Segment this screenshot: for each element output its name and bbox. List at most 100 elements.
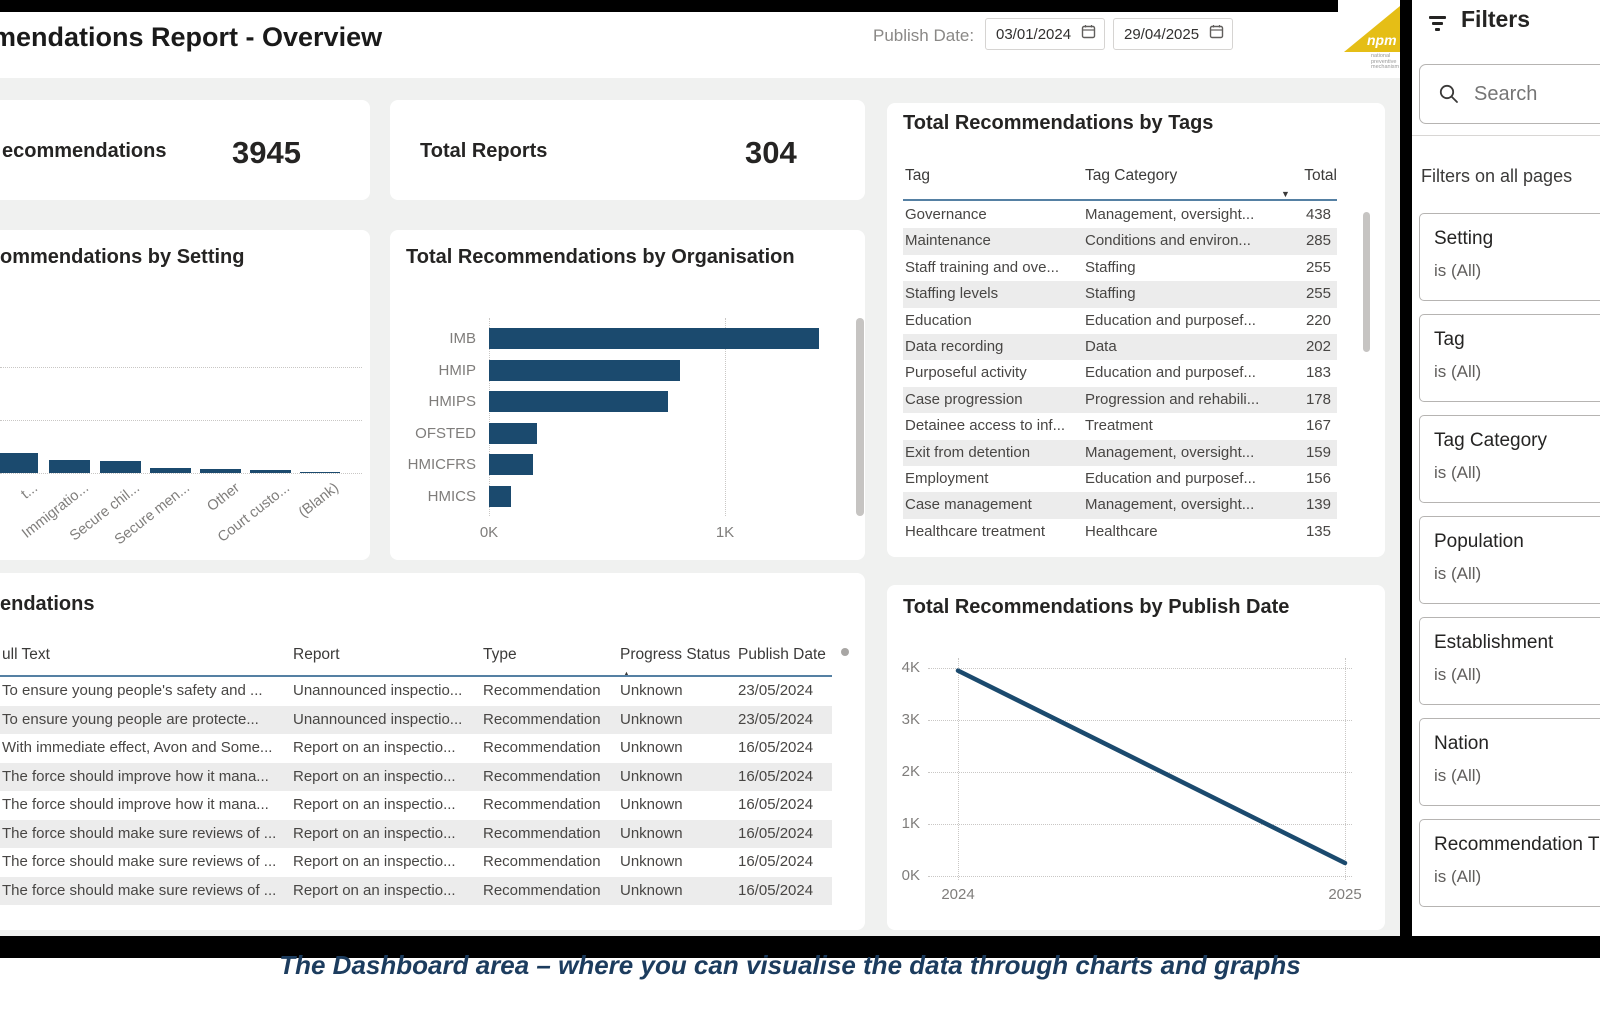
tags-table-row[interactable]: Case progression Progression and rehabili…	[903, 386, 1337, 414]
calendar-icon[interactable]	[1081, 24, 1096, 44]
recommendation-row[interactable]: The force should make sure reviews of ..…	[0, 848, 832, 877]
total-cell: 159	[1305, 443, 1331, 461]
tag-cell: Healthcare treatment	[905, 522, 1046, 540]
fulltext-cell: The force should make sure reviews of ..…	[2, 824, 277, 842]
calendar-icon[interactable]	[1209, 24, 1224, 44]
recommendations-table-title: endations	[0, 593, 95, 615]
tags-table-row[interactable]: Employment Education and purposef... 156	[903, 466, 1337, 492]
type-cell: Recommendation	[483, 881, 601, 899]
kpi-recommendations-label: ecommendations	[2, 140, 167, 162]
tag-category-cell: Conditions and environ...	[1085, 232, 1251, 250]
tag-category-cell: Progression and rehabili...	[1085, 390, 1260, 408]
filters-search-box[interactable]	[1419, 64, 1600, 124]
filter-card-tag[interactable]: Tag is (All)	[1419, 314, 1600, 402]
tag-category-cell: Treatment	[1085, 417, 1153, 435]
recommendation-row[interactable]: The force should make sure reviews of ..…	[0, 876, 832, 905]
tags-table-row[interactable]: Detainee access to inf... Treatment 167	[903, 413, 1337, 439]
recs-header-divider	[0, 675, 832, 677]
search-icon	[1438, 83, 1460, 105]
recs-col-report[interactable]: Report	[293, 646, 340, 663]
recommendation-row[interactable]: To ensure young people's safety and ... U…	[0, 677, 832, 706]
date-to-input[interactable]: 29/04/2025	[1113, 18, 1233, 50]
npm-logo-text: npm	[1367, 32, 1397, 48]
type-cell: Recommendation	[483, 796, 601, 813]
tags-table-row[interactable]: Governance Management, oversight... 438	[903, 202, 1337, 228]
tags-table-scrollbar[interactable]	[1363, 212, 1370, 352]
tags-table-row[interactable]: Staffing levels Staffing 255	[903, 281, 1337, 308]
recs-col-type[interactable]: Type	[483, 646, 517, 663]
setting-bar[interactable]	[250, 470, 291, 473]
recommendation-row[interactable]: With immediate effect, Avon and Some... R…	[0, 734, 832, 763]
total-cell: 285	[1305, 232, 1331, 250]
filter-card-recommendation-t[interactable]: Recommendation T is (All)	[1419, 819, 1600, 907]
org-chart-scrollbar[interactable]	[856, 318, 864, 516]
filter-name: Population	[1434, 531, 1524, 552]
setting-bar[interactable]	[300, 471, 340, 473]
line-chart-ytick: 3K	[901, 711, 920, 728]
setting-axis-baseline	[0, 473, 362, 474]
total-cell: 183	[1305, 364, 1331, 382]
tags-table-row[interactable]: Education Education and purposef... 220	[903, 308, 1337, 334]
recs-col-publishdate[interactable]: Publish Date	[738, 646, 826, 663]
total-cell: 202	[1305, 338, 1331, 355]
org-bar[interactable]	[489, 359, 681, 381]
tag-cell: Data recording	[905, 338, 1004, 355]
org-bar[interactable]	[489, 328, 820, 349]
org-bar[interactable]	[489, 422, 538, 444]
tags-table-row[interactable]: Staff training and ove... Staffing 255	[903, 255, 1337, 281]
progress-cell: Unknown	[620, 824, 683, 842]
recommendation-row[interactable]: The force should improve how it mana... R…	[0, 791, 832, 820]
setting-bar[interactable]	[150, 467, 191, 473]
tags-table-row[interactable]: Healthcare treatment Healthcare 135	[903, 519, 1337, 545]
publish-date-label: Publish Date:	[873, 26, 975, 45]
setting-bar[interactable]	[0, 453, 38, 473]
tags-col-total[interactable]: Total	[1304, 167, 1337, 184]
tags-col-tag[interactable]: Tag	[905, 167, 930, 184]
filter-name: Establishment	[1434, 632, 1554, 653]
org-bar[interactable]	[489, 485, 512, 507]
tags-table-row[interactable]: Purposeful activity Education and purpose…	[903, 360, 1337, 386]
line-chart-ytick: 4K	[901, 659, 920, 676]
setting-gridline	[0, 420, 362, 421]
tags-table-title: Total Recommendations by Tags	[903, 112, 1214, 134]
org-category-label: HMIPS	[428, 393, 476, 410]
tags-table-row[interactable]: Case management Management, oversight... 1…	[903, 492, 1337, 519]
line-chart-xtick: 2024	[941, 886, 975, 903]
tags-col-category[interactable]: Tag Category	[1085, 167, 1178, 184]
filter-card-population[interactable]: Population is (All)	[1419, 516, 1600, 604]
tag-category-cell: Healthcare	[1085, 522, 1158, 540]
recommendation-row[interactable]: To ensure young people are protecte... Un…	[0, 705, 832, 734]
filter-card-nation[interactable]: Nation is (All)	[1419, 718, 1600, 806]
tag-cell: Employment	[905, 470, 989, 487]
filter-name: Tag Category	[1434, 430, 1548, 451]
tags-table-row[interactable]: Maintenance Conditions and environ... 285	[903, 228, 1337, 255]
org-bar[interactable]	[489, 391, 669, 412]
recommendation-row[interactable]: The force should improve how it mana... R…	[0, 762, 832, 791]
frame-top-bar	[0, 0, 1338, 12]
kpi-reports-label: Total Reports	[420, 140, 548, 162]
filter-name: Recommendation T	[1434, 834, 1600, 855]
tags-table-row[interactable]: Data recording Data 202	[903, 334, 1337, 361]
publish-date-line	[955, 668, 1348, 866]
recs-col-progress[interactable]: Progress Status	[620, 646, 731, 663]
total-cell: 139	[1305, 496, 1331, 514]
recs-col-fulltext[interactable]: ull Text	[2, 646, 50, 663]
setting-bar[interactable]	[200, 469, 241, 473]
filter-card-setting[interactable]: Setting is (All)	[1419, 213, 1600, 301]
setting-bar[interactable]	[100, 460, 141, 473]
filter-value: is (All)	[1434, 665, 1482, 684]
type-cell: Recommendation	[483, 853, 601, 870]
recs-table-scroll-dot[interactable]	[841, 648, 849, 656]
frame-right-bar	[1400, 0, 1412, 958]
tags-table-row[interactable]: Exit from detention Management, oversight…	[903, 439, 1337, 466]
org-bar[interactable]	[489, 454, 533, 475]
line-chart-gridline	[928, 824, 1352, 825]
filter-card-establishment[interactable]: Establishment is (All)	[1419, 617, 1600, 705]
recommendation-row[interactable]: The force should make sure reviews of ..…	[0, 819, 832, 848]
filters-search-input[interactable]	[1472, 81, 1586, 107]
date-from-input[interactable]: 03/01/2024	[985, 18, 1105, 50]
report-cell: Report on an inspectio...	[293, 739, 456, 756]
total-cell: 167	[1305, 417, 1331, 435]
filter-card-tag-category[interactable]: Tag Category is (All)	[1419, 415, 1600, 503]
setting-bar[interactable]	[49, 459, 90, 473]
